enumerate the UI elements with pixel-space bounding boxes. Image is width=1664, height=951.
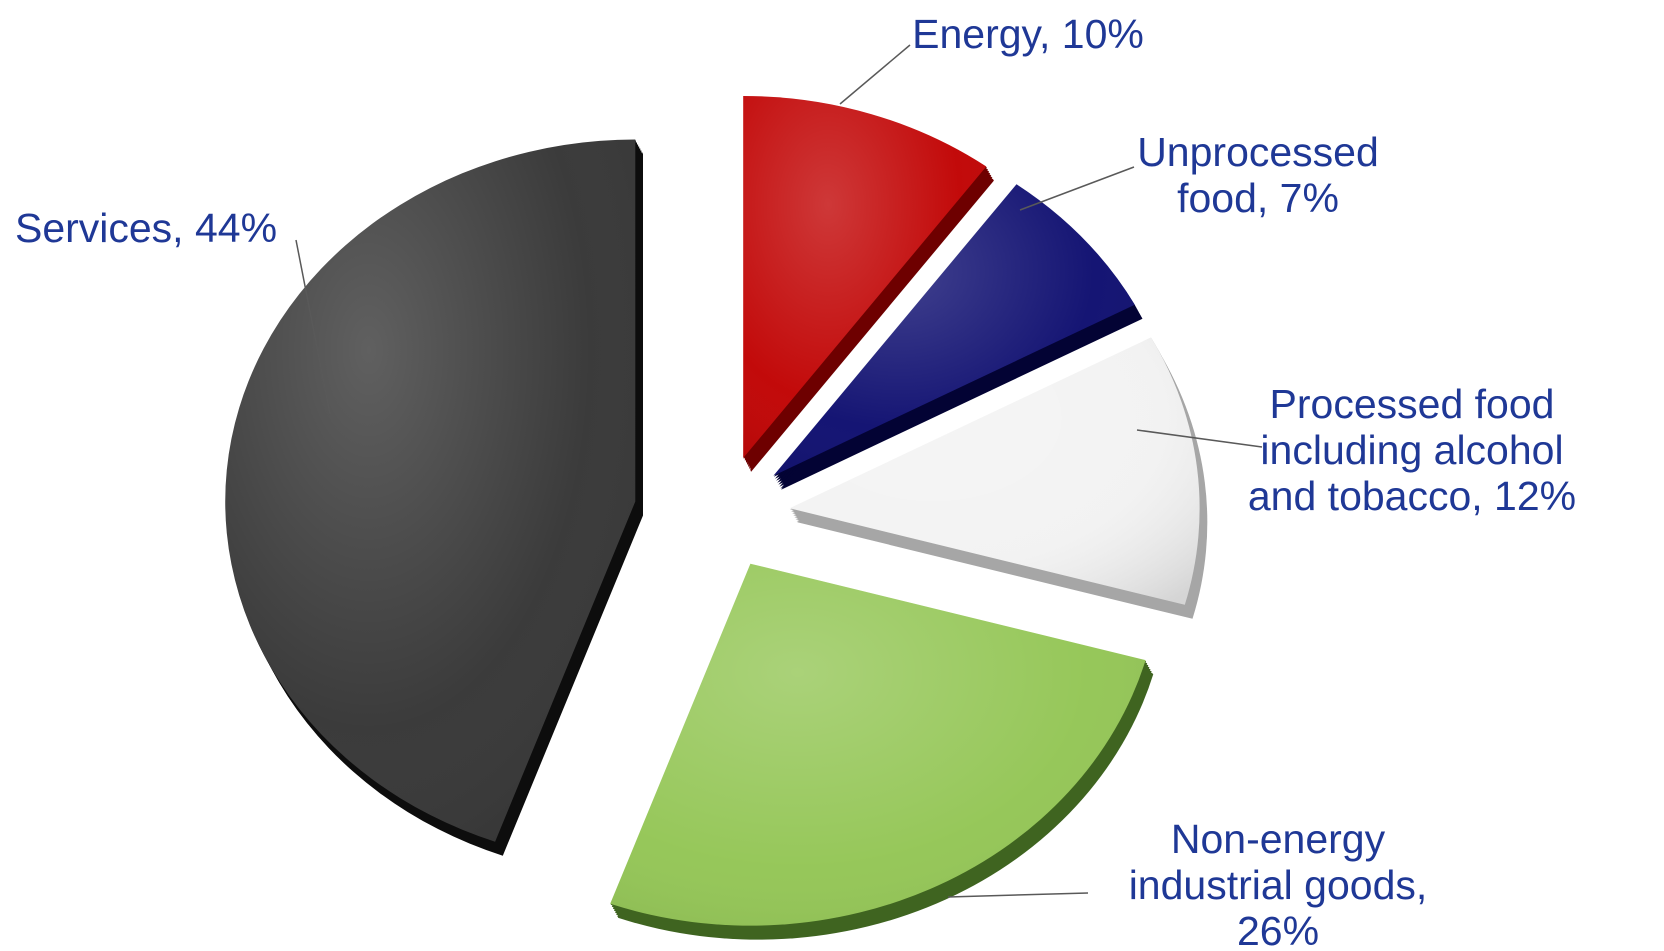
leader-line-energy [839,44,911,105]
leader-lines [295,44,1263,898]
slice-sheen-services [225,139,636,842]
leader-line-unprocessed-food [1019,166,1135,211]
data-label-line: Unprocessed [1137,129,1379,175]
data-label-line: Processed food [1270,381,1555,427]
data-label-line: Energy, 10% [912,11,1144,57]
leader-line-services [295,239,331,415]
data-label-line: food, 7% [1177,175,1339,221]
slice-sheen-energy [743,96,987,458]
data-label-line: and tobacco, 12% [1248,473,1576,519]
slice-sheen-unprocessed-food [773,184,1135,476]
data-label-line: industrial goods, [1129,862,1428,908]
data-label-processed-food-including-alcohol-and-tobacco: Processed food including alcohol and tobac… [1248,381,1576,519]
data-label-line: Services, 44% [15,205,277,251]
leader-line-non-energy-industrial-goods [947,892,1089,898]
slice-sheen-processed-food-including-alcohol-and-tobacco [789,337,1200,605]
data-label-non-energy-industrial-goods: Non-energy industrial goods, 26% [1129,816,1428,951]
slice-tops [225,96,1200,926]
data-label-energy: Energy, 10% [912,11,1144,57]
data-label-line: Non-energy [1171,816,1386,862]
leader-line-processed-food-including-alcohol-and-tobacco [1136,429,1263,448]
data-label-line: 26% [1237,908,1319,951]
data-label-unprocessed-food: Unprocessed food, 7% [1137,129,1379,221]
data-label-line: including alcohol [1260,427,1563,473]
slice-sheen-non-energy-industrial-goods [610,563,1146,926]
data-label-services: Services, 44% [15,205,277,251]
slice-labels: Energy, 10% Unprocessed food, 7% Processed … [15,11,1576,951]
